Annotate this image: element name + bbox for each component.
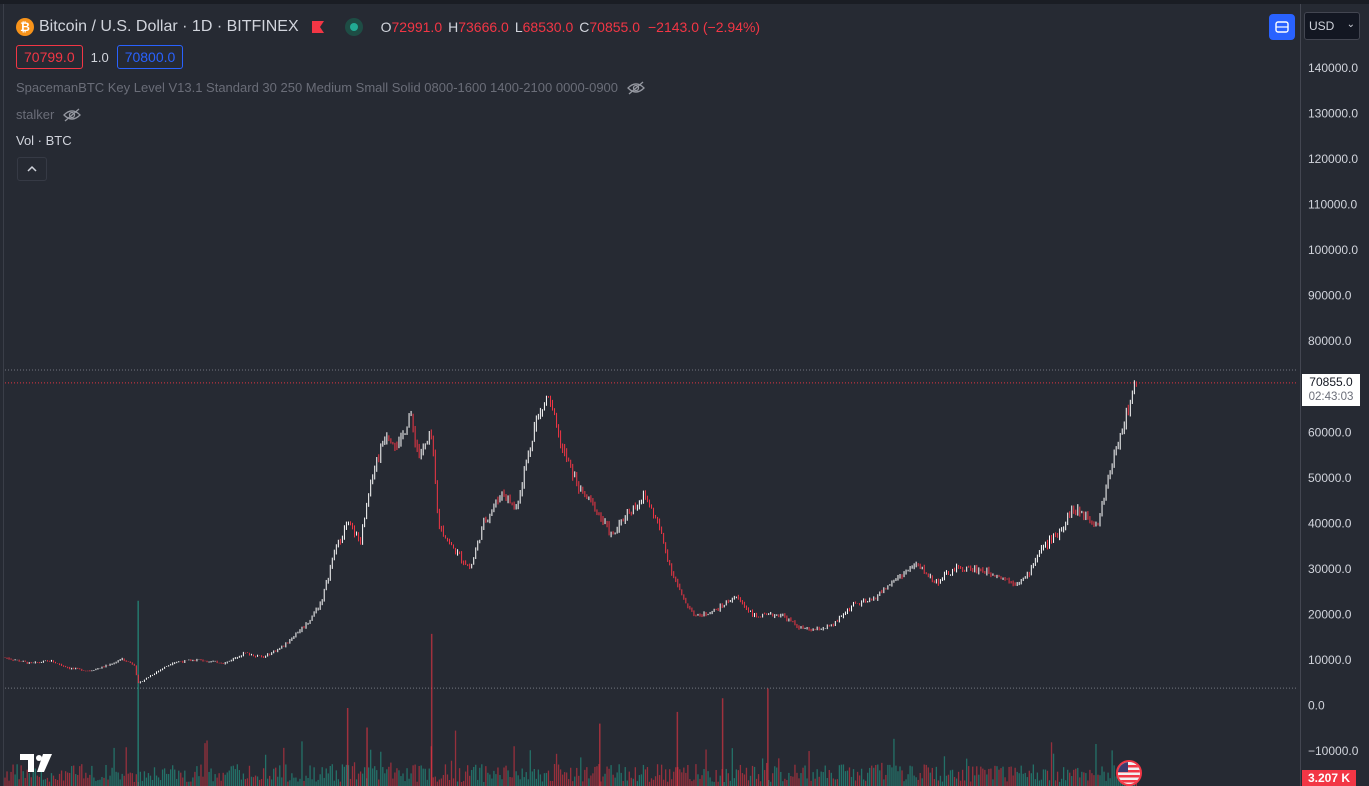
indicator-label: SpacemanBTC Key Level V13.1 Standard 30 … <box>16 80 619 95</box>
last-price-tag: 70855.0 02:43:03 <box>1302 374 1360 406</box>
y-tick-label: 80000.0 <box>1308 334 1352 348</box>
tradingview-logo[interactable] <box>18 752 58 774</box>
change-value: −2143.0 (−2.94%) <box>647 19 761 35</box>
close-value: 70855.0 <box>589 19 640 35</box>
bitcoin-icon: ₿ <box>16 18 34 36</box>
chevron-down-icon: ⌄ <box>1346 19 1355 30</box>
y-tick-label: 10000.0 <box>1308 653 1352 667</box>
y-tick-label: 20000.0 <box>1308 607 1352 621</box>
indicator-label: stalker <box>16 107 55 122</box>
currency-select[interactable]: USD ⌄ <box>1304 12 1360 40</box>
eye-off-icon[interactable] <box>62 108 82 122</box>
y-tick-label: −10000.0 <box>1308 744 1359 758</box>
candles <box>4 380 1137 684</box>
flag-icon[interactable] <box>311 20 325 34</box>
y-tick-label: 50000.0 <box>1308 471 1352 485</box>
us-flag-event-icon[interactable] <box>1116 760 1142 786</box>
open-key: O <box>380 19 392 35</box>
high-key: H <box>448 19 459 35</box>
top-border <box>0 0 1369 4</box>
y-axis-labels: 140000.0 130000.0 120000.0 110000.0 100000.0… <box>1308 61 1359 758</box>
buy-button[interactable]: 70800.0 <box>116 45 184 69</box>
y-tick-label: 30000.0 <box>1308 562 1352 576</box>
volume-bars <box>4 600 1138 786</box>
bar-countdown: 02:43:03 <box>1308 391 1354 403</box>
y-tick-label: 140000.0 <box>1308 61 1358 75</box>
sell-button[interactable]: 70799.0 <box>16 45 83 69</box>
symbol-title[interactable]: Bitcoin / U.S. Dollar · 1D · BITFINEX <box>39 18 299 35</box>
last-price: 70855.0 <box>1309 375 1353 389</box>
reference-lines <box>5 369 1298 689</box>
indicator-spaceman[interactable]: SpacemanBTC Key Level V13.1 Standard 30 … <box>16 80 646 95</box>
plot-area[interactable] <box>3 4 1301 786</box>
y-tick-label: 100000.0 <box>1308 243 1358 257</box>
us-flag-icon <box>1118 762 1140 784</box>
open-value: 72991.0 <box>391 19 443 35</box>
y-tick-label: 110000.0 <box>1308 198 1357 212</box>
volume-tag: 3.207 K <box>1302 770 1356 786</box>
y-tick-label: 90000.0 <box>1308 289 1352 303</box>
currency-value: USD <box>1309 19 1335 33</box>
screen-icon <box>1275 21 1289 33</box>
indicator-stalker[interactable]: stalker <box>16 107 82 122</box>
y-tick-label: 0.0 <box>1308 698 1325 712</box>
chevron-up-icon <box>27 165 37 172</box>
y-tick-label: 40000.0 <box>1308 516 1352 530</box>
y-tick-label: 60000.0 <box>1308 425 1352 439</box>
high-value: 73666.0 <box>458 19 509 35</box>
symbol-legend[interactable]: ₿ Bitcoin / U.S. Dollar · 1D · BITFINEX … <box>16 16 760 38</box>
volume-legend[interactable]: Vol · BTC <box>16 133 72 148</box>
screenshot-button[interactable] <box>1269 14 1295 40</box>
y-tick-label: 120000.0 <box>1308 152 1358 166</box>
market-status-icon[interactable] <box>344 18 363 36</box>
y-tick-label: 130000.0 <box>1308 107 1358 121</box>
spread-value: 1.0 <box>90 49 109 65</box>
low-value: 68530.0 <box>522 19 574 35</box>
trade-row: 70799.0 1.0 70800.0 <box>16 45 184 69</box>
ohlc-values: O 72991.0 H 73666.0 L 68530.0 C 70855.0 −214… <box>381 19 760 35</box>
eye-off-icon[interactable] <box>626 81 646 95</box>
low-key: L <box>514 19 523 35</box>
collapse-legend-button[interactable] <box>17 157 47 181</box>
close-key: C <box>579 19 590 35</box>
